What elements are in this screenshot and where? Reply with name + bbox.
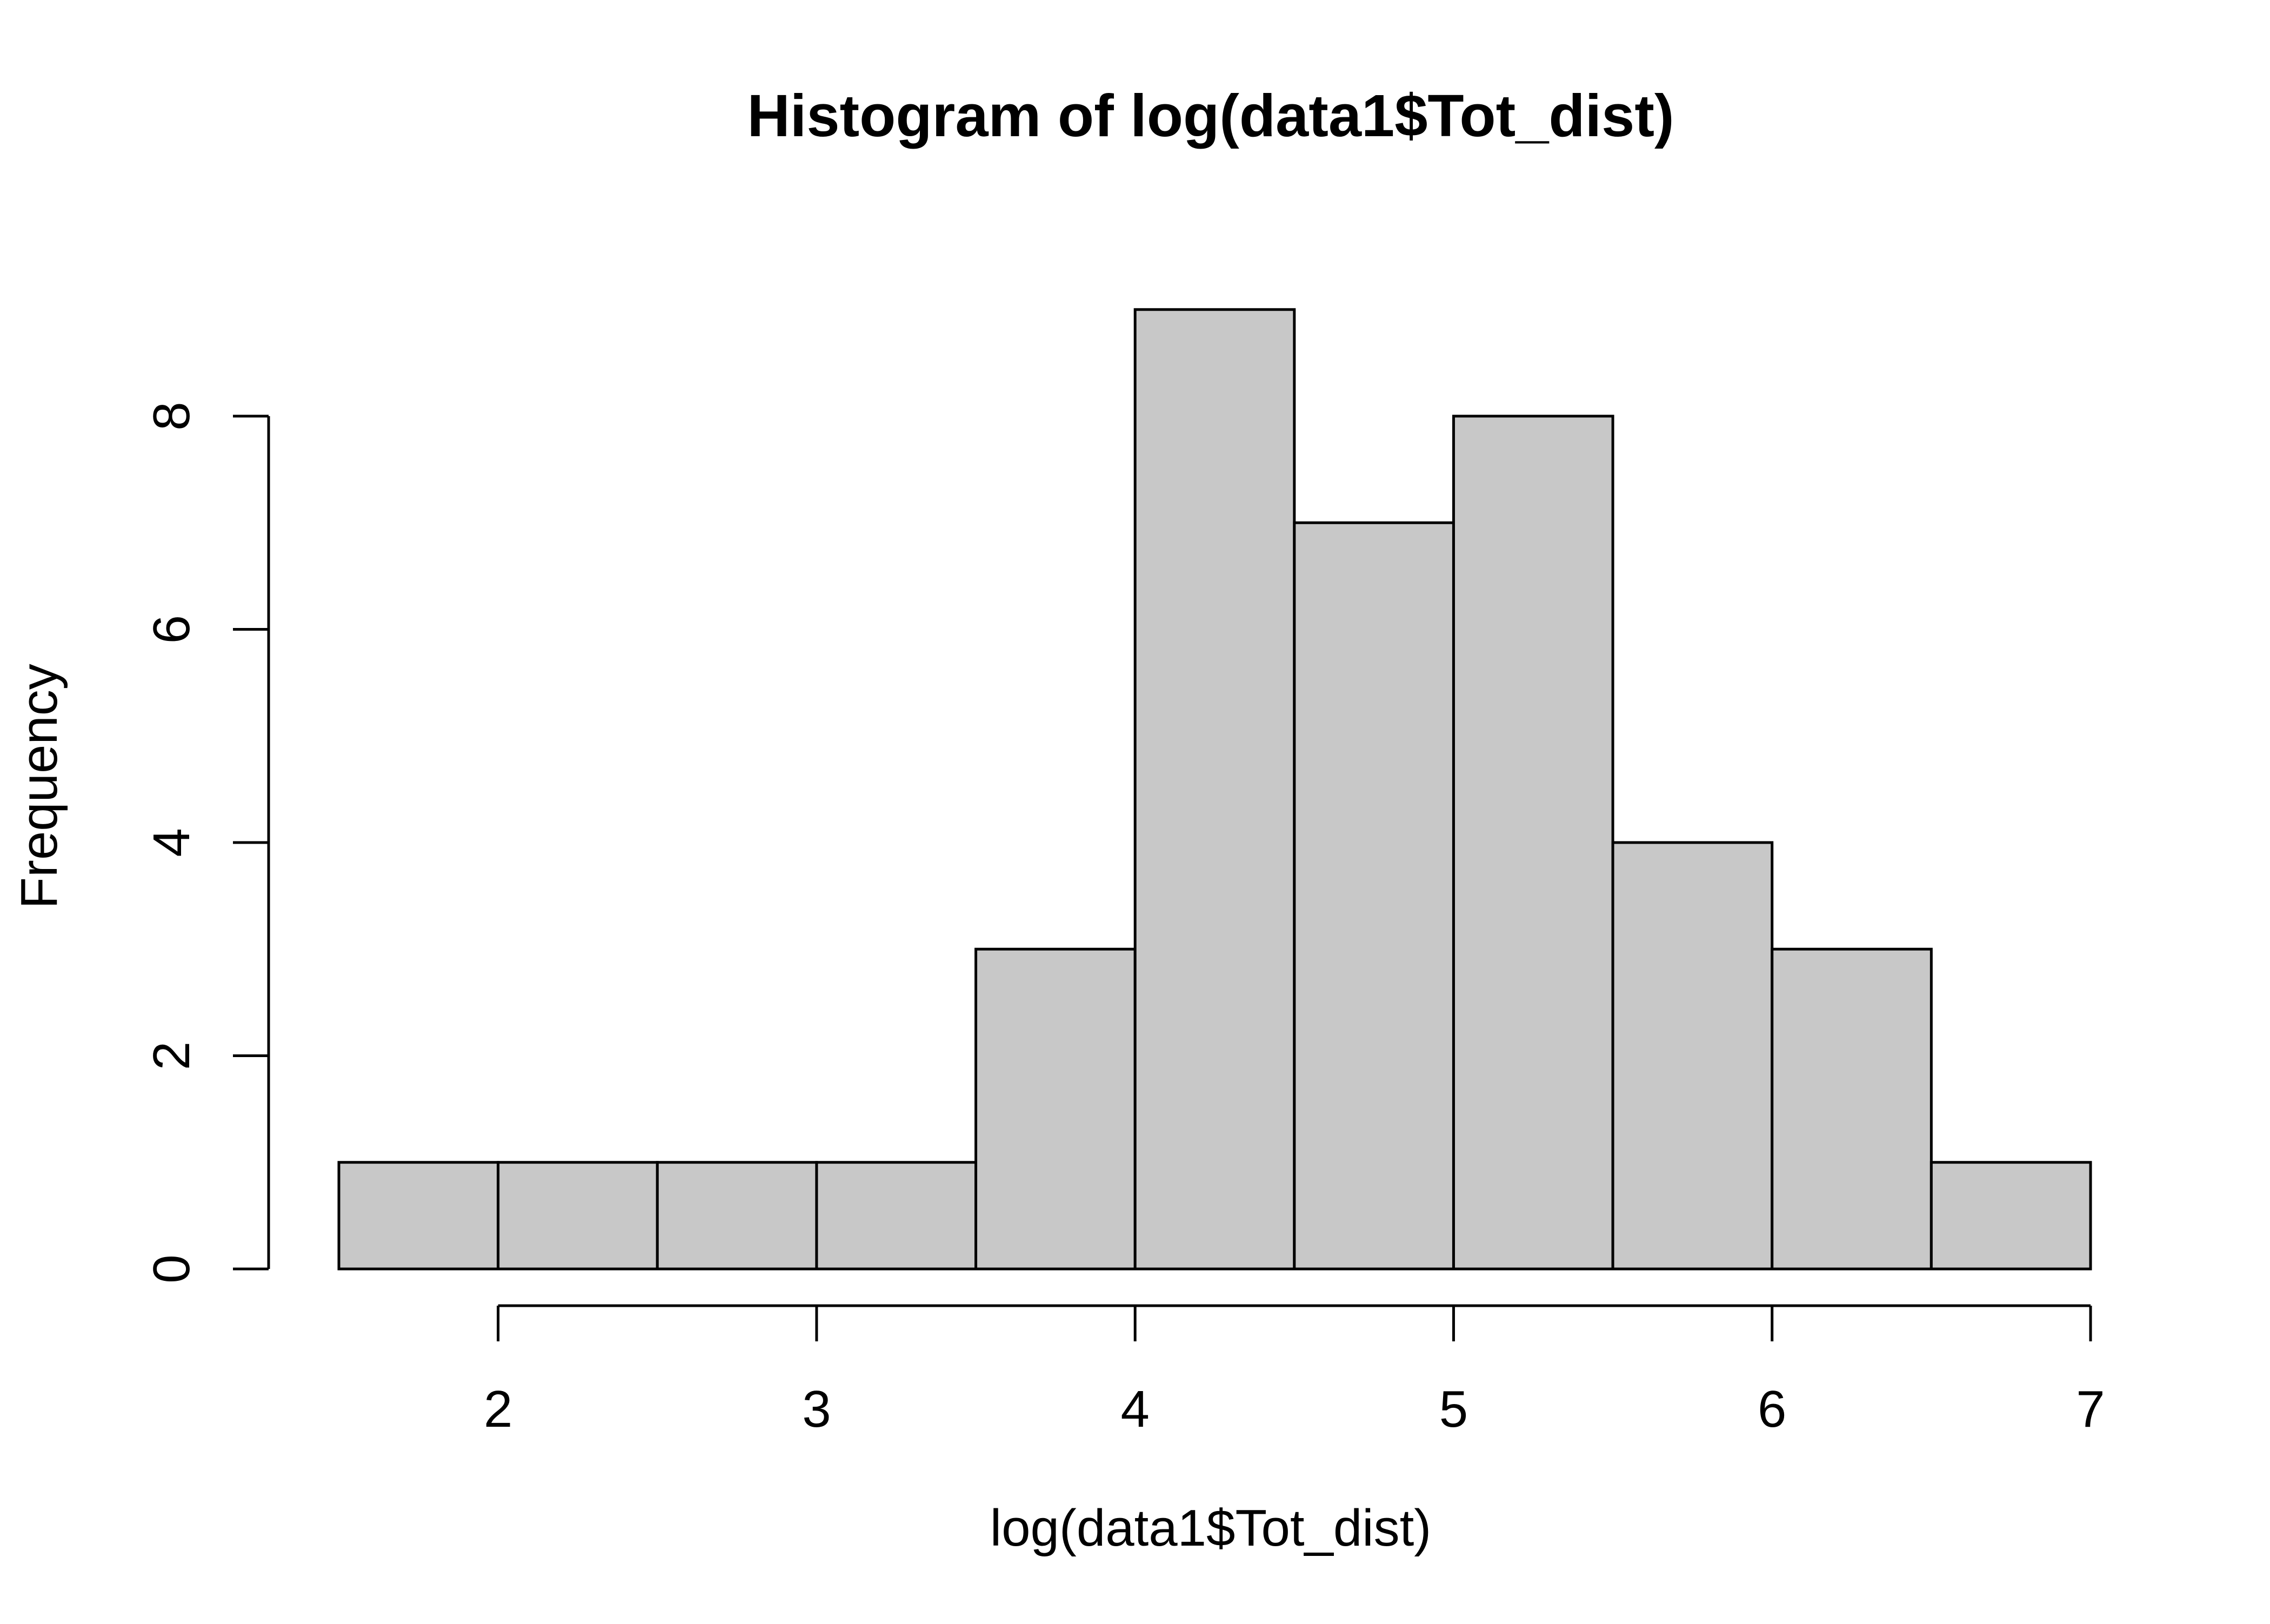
y-tick-label-4: 8 — [143, 402, 201, 430]
histogram-bar-2 — [656, 1161, 818, 1271]
histogram-bar-1 — [497, 1161, 659, 1271]
x-axis: 2 3 4 5 6 7 — [484, 1304, 2105, 1438]
histogram-bar-7 — [1452, 415, 1614, 1271]
x-tick-label-1: 3 — [802, 1380, 831, 1438]
x-axis-label: log(data1$Tot_dist) — [990, 1499, 1432, 1557]
histogram-bar-8 — [1611, 841, 1774, 1271]
y-tick-label-1: 2 — [143, 1041, 201, 1070]
chart-title: Histogram of log(data1$Tot_dist) — [747, 83, 1674, 149]
histogram-bar-10 — [1929, 1161, 2092, 1271]
histogram-bar-5 — [1133, 308, 1296, 1271]
x-tick-label-2: 4 — [1120, 1380, 1149, 1438]
histogram-bar-3 — [815, 1161, 978, 1271]
y-axis-label: Frequency — [10, 664, 68, 909]
x-tick-label-3: 5 — [1439, 1380, 1468, 1438]
y-tick-label-0: 0 — [143, 1254, 201, 1283]
y-tick-label-3: 6 — [143, 615, 201, 644]
y-tick-label-2: 4 — [143, 828, 201, 857]
y-axis: 0 2 4 6 8 — [143, 402, 270, 1284]
histogram-bar-0 — [337, 1161, 500, 1271]
x-tick-label-0: 2 — [484, 1380, 512, 1438]
histogram-bar-4 — [974, 947, 1137, 1271]
x-tick-label-5: 7 — [2076, 1380, 2105, 1438]
histogram-bar-9 — [1771, 947, 1933, 1271]
histogram-bars — [337, 308, 2092, 1271]
x-tick-label-4: 6 — [1758, 1380, 1786, 1438]
histogram-bar-6 — [1293, 521, 1455, 1271]
